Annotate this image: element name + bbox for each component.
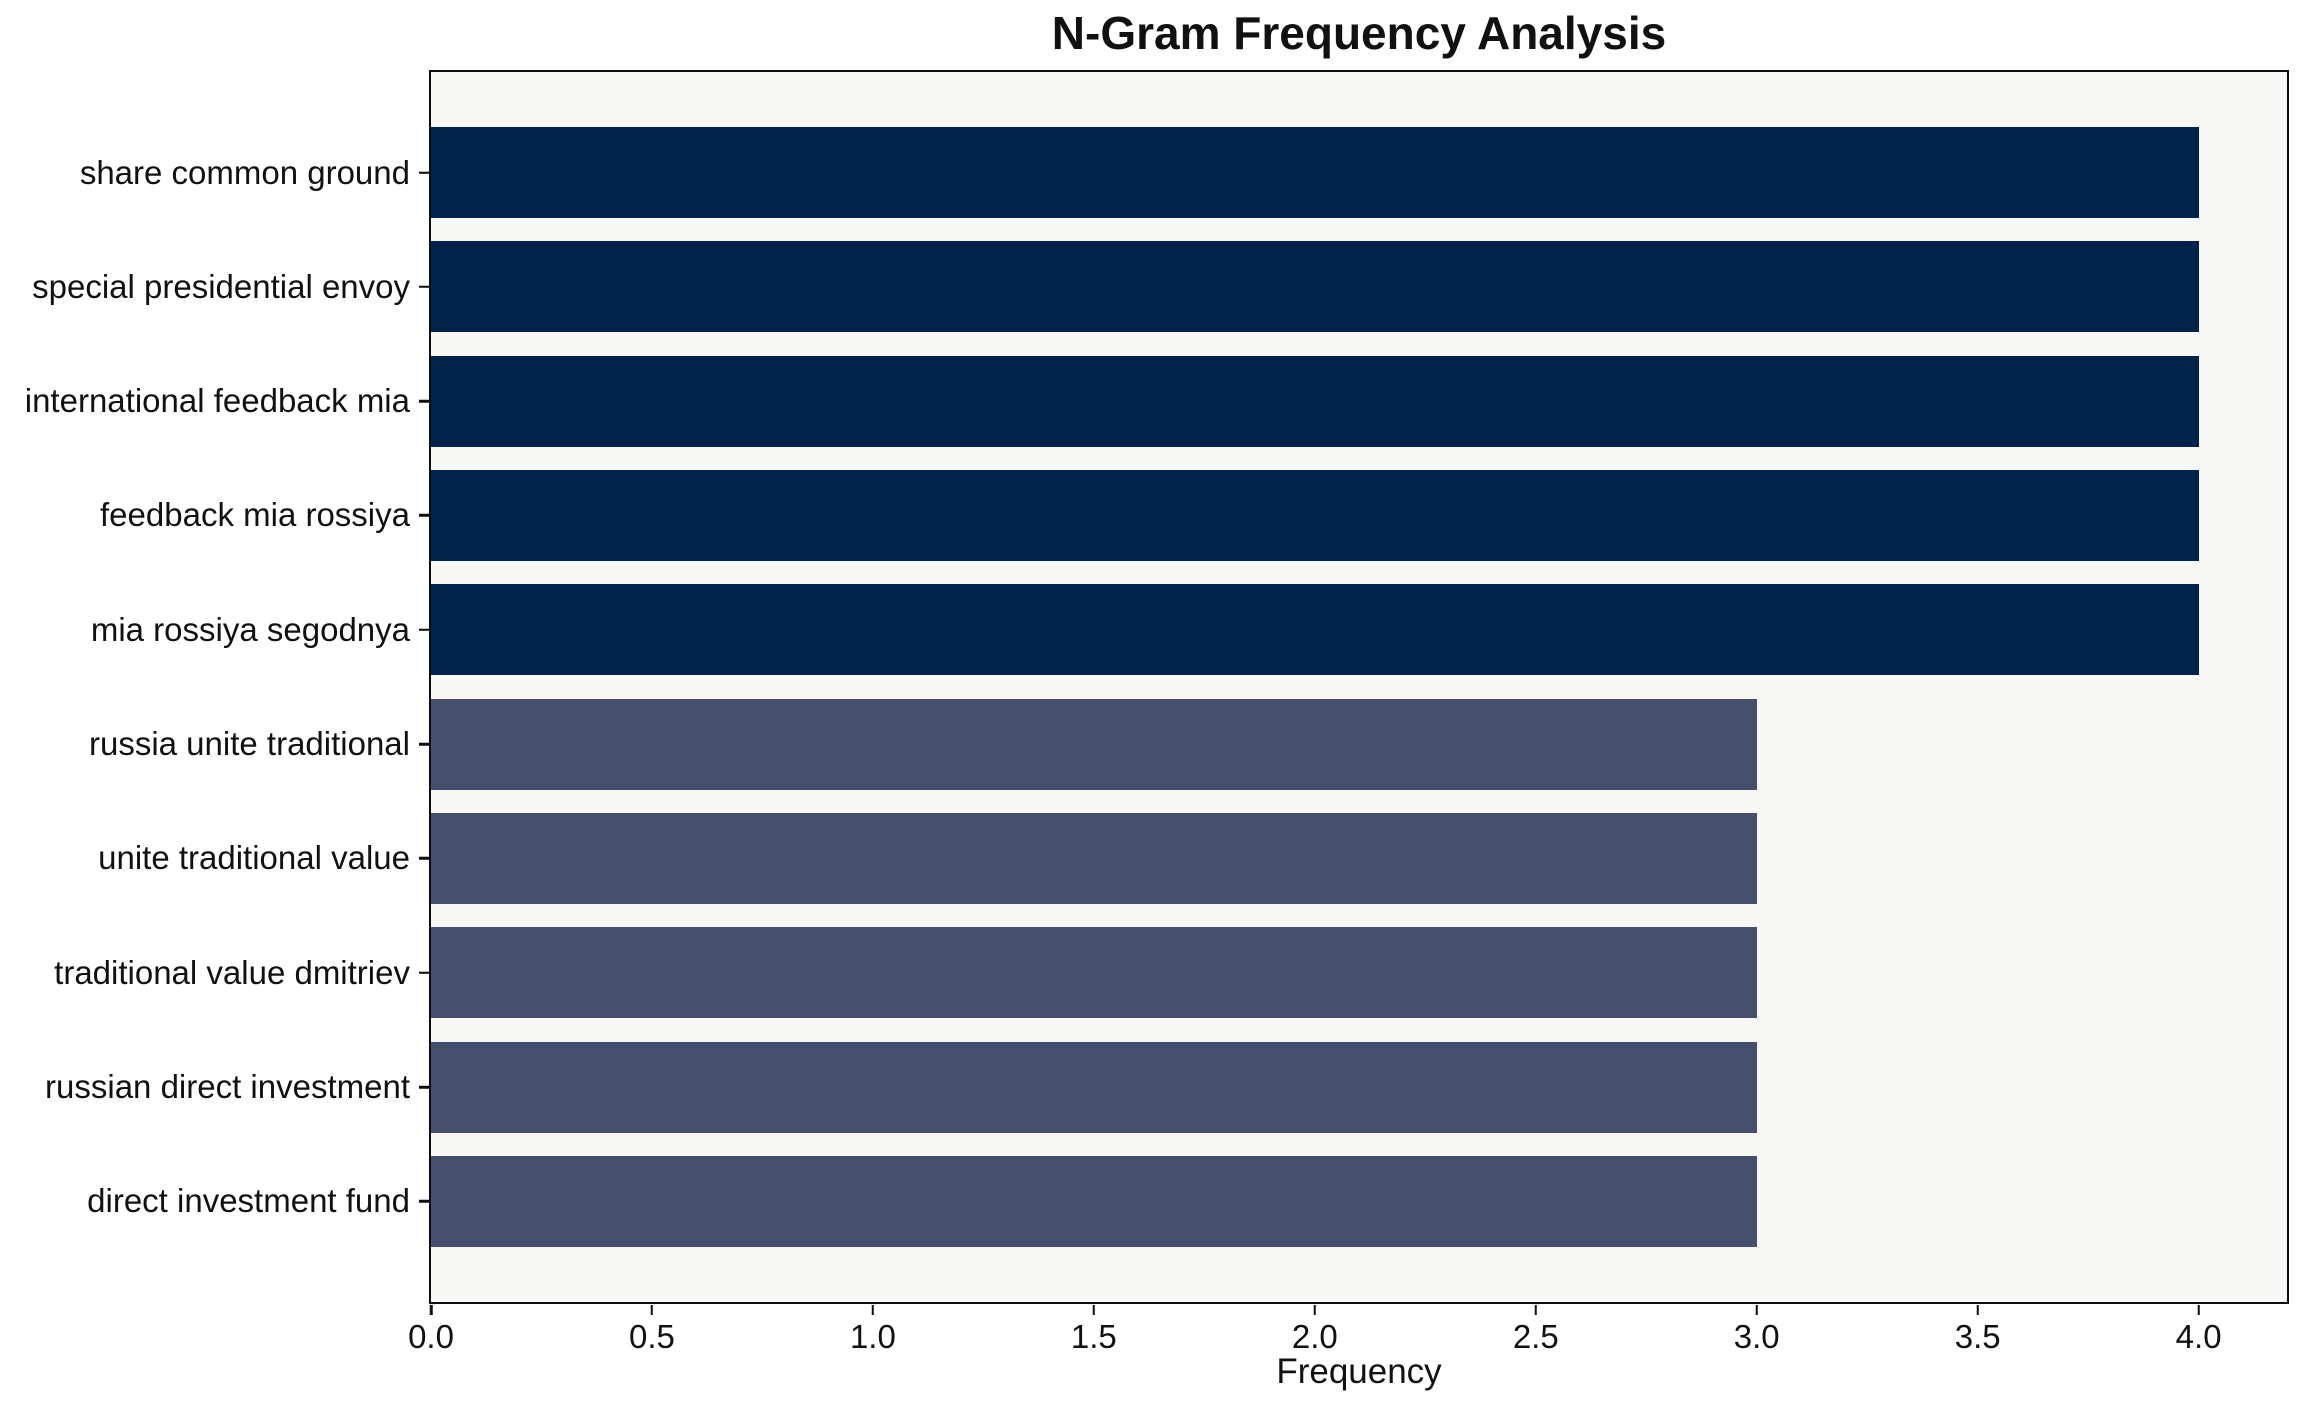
y-tick-label: direct investment fund xyxy=(87,1182,410,1220)
x-tick-label: 2.5 xyxy=(1512,1318,1559,1355)
y-tick-mark xyxy=(419,971,429,975)
y-tick-label: special presidential envoy xyxy=(32,267,410,305)
y-tick-mark xyxy=(419,285,429,289)
x-tick-mark xyxy=(1313,1304,1317,1315)
y-tick-mark xyxy=(419,1200,429,1203)
x-tick-label: 4.0 xyxy=(2175,1318,2222,1355)
x-tick-mark xyxy=(1092,1304,1096,1315)
x-axis-label: Frequency xyxy=(1276,1352,1442,1391)
x-tick-mark xyxy=(1755,1304,1758,1315)
bar xyxy=(431,927,1757,1019)
bar-row: international feedback mia xyxy=(25,355,2287,447)
chart-title: N-Gram Frequency Analysis xyxy=(1051,7,1667,59)
x-tick-label: 0.0 xyxy=(408,1318,454,1355)
y-tick-mark xyxy=(419,1085,429,1089)
bar-row: russia unite traditional xyxy=(89,698,2287,790)
bar xyxy=(431,584,2199,676)
x-tick-mark xyxy=(650,1304,654,1315)
y-tick-mark xyxy=(419,514,429,517)
bar xyxy=(431,812,1757,904)
bar xyxy=(431,469,2199,561)
x-tick-label: 0.5 xyxy=(629,1318,675,1355)
bar-row: russian direct investment xyxy=(45,1041,2287,1133)
y-tick-label: russia unite traditional xyxy=(88,725,410,763)
bar-row: special presidential envoy xyxy=(32,241,2287,333)
bar-row: feedback mia rossiya xyxy=(100,469,2287,561)
x-tick-mark xyxy=(429,1304,433,1315)
y-tick-mark xyxy=(419,857,429,860)
x-tick-label: 1.5 xyxy=(1070,1318,1117,1355)
bar xyxy=(431,1155,1757,1247)
y-tick-label: international feedback mia xyxy=(24,382,410,420)
bar-row: direct investment fund xyxy=(87,1155,2287,1247)
x-tick-label: 1.0 xyxy=(849,1318,896,1355)
bar xyxy=(431,355,2199,447)
y-tick-mark xyxy=(419,742,429,746)
bar-row: mia rossiya segodnya xyxy=(91,584,2287,676)
plot-area: share common ground special presidential … xyxy=(25,70,2289,1355)
x-tick-mark xyxy=(1976,1304,1979,1315)
x-tick-label: 3.0 xyxy=(1733,1318,1780,1355)
x-tick-label: 3.5 xyxy=(1954,1318,2001,1355)
bar xyxy=(431,241,2199,333)
y-tick-label: mia rossiya segodnya xyxy=(90,610,410,648)
y-tick-label: share common ground xyxy=(79,153,410,191)
x-tick-mark xyxy=(1534,1304,1537,1315)
y-tick-mark xyxy=(419,399,429,403)
x-tick-mark xyxy=(871,1304,875,1315)
bar xyxy=(431,1041,1757,1133)
bar xyxy=(431,698,1757,790)
x-tick-mark xyxy=(2197,1304,2200,1315)
bar xyxy=(431,127,2199,218)
bar-row: share common ground xyxy=(80,127,2287,218)
y-tick-label: feedback mia rossiya xyxy=(100,496,410,534)
y-tick-mark xyxy=(419,171,429,174)
bar-row: unite traditional value xyxy=(98,812,2287,904)
y-tick-mark xyxy=(419,628,429,632)
y-tick-label: russian direct investment xyxy=(45,1068,410,1106)
y-tick-label: unite traditional value xyxy=(98,839,410,877)
bar-row: traditional value dmitriev xyxy=(54,927,2287,1019)
y-tick-label: traditional value dmitriev xyxy=(54,953,410,991)
x-tick-label: 2.0 xyxy=(1291,1318,1338,1355)
